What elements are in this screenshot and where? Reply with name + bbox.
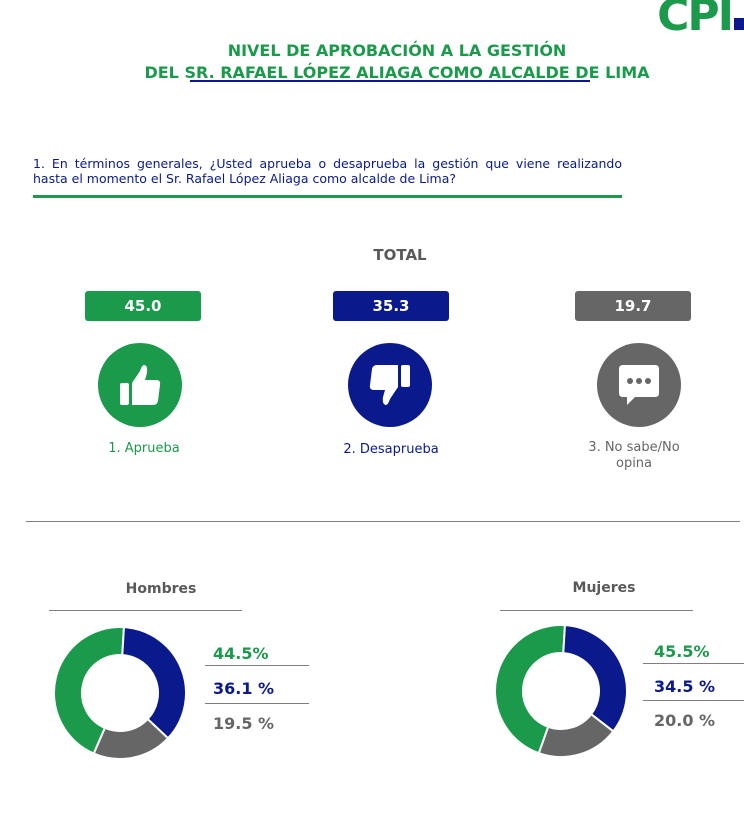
- hombres-rule: [49, 610, 242, 611]
- thumbs-down-icon: [348, 343, 432, 427]
- total-label: TOTAL: [373, 246, 427, 264]
- mujeres-title: Mujeres: [572, 580, 636, 596]
- mujeres-rule: [500, 610, 693, 611]
- hombres-nosabe-pct: 19.5 %: [213, 714, 275, 733]
- desaprueba-value-badge: 35.3: [333, 291, 449, 321]
- title-line-1: NIVEL DE APROBACIÓN A LA GESTIÓN: [227, 41, 567, 60]
- section-divider: [26, 521, 740, 522]
- chat-bubble-icon: [597, 343, 681, 427]
- mujeres-donut-chart: [494, 624, 628, 758]
- hombres-nosabe-slice: [92, 717, 170, 760]
- hombres-title: Hombres: [125, 581, 197, 597]
- mujeres-nosabe-pct: 20.0 %: [654, 711, 716, 730]
- nosabe-label: 3. No sabe/No opina: [588, 440, 680, 471]
- mujeres-aprueba-slice: [494, 624, 567, 755]
- mujeres-aprueba-pct: 45.5%: [654, 642, 710, 661]
- hombres-pct-rule-2: [205, 703, 309, 704]
- mujeres-nosabe-slice: [537, 712, 615, 758]
- question-rule: [33, 195, 622, 198]
- aprueba-label: 1. Aprueba: [108, 441, 180, 456]
- thumbs-up-icon: [98, 343, 182, 427]
- title-line-2: DEL SR. RAFAEL LÓPEZ ALIAGA COMO ALCALDE…: [144, 63, 650, 82]
- title-underline: [190, 80, 590, 82]
- mujeres-pct-rule-2: [643, 700, 744, 701]
- hombres-donut-chart: [53, 626, 187, 760]
- survey-question: 1. En términos generales, ¿Usted aprueba…: [33, 156, 622, 186]
- cpi-logo: CPI: [657, 0, 744, 41]
- nosabe-value-badge: 19.7: [575, 291, 691, 321]
- logo-mark: [734, 18, 744, 30]
- hombres-aprueba-pct: 44.5%: [213, 644, 269, 663]
- desaprueba-label: 2. Desaprueba: [343, 442, 439, 457]
- mujeres-pct-rule-1: [643, 663, 744, 664]
- hombres-pct-rule-1: [205, 665, 309, 666]
- mujeres-desaprueba-slice: [562, 624, 628, 733]
- logo-text: CPI: [657, 0, 734, 41]
- mujeres-desaprueba-pct: 34.5 %: [654, 677, 716, 696]
- hombres-desaprueba-slice: [121, 626, 187, 740]
- aprueba-value-badge: 45.0: [85, 291, 201, 321]
- hombres-desaprueba-pct: 36.1 %: [213, 679, 275, 698]
- hombres-aprueba-slice: [53, 626, 126, 755]
- page-title: NIVEL DE APROBACIÓN A LA GESTIÓN DEL SR.…: [0, 40, 744, 84]
